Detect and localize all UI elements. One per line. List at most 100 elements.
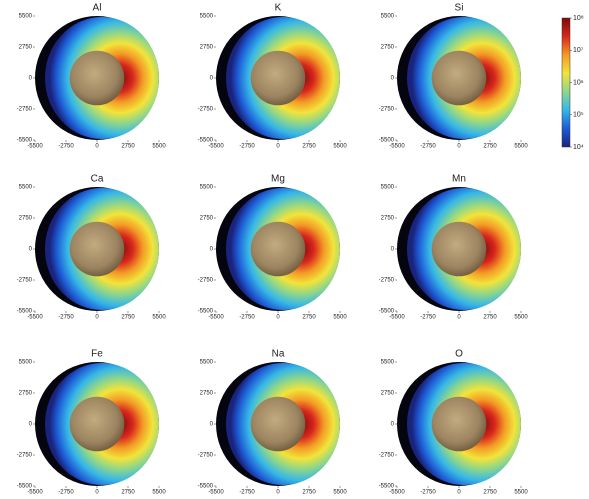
y-tick-label: 0 (391, 422, 395, 428)
x-tick-label: 5500 (514, 315, 528, 321)
x-tick-label: 2750 (302, 315, 316, 321)
y-tick-label: -2750 (17, 107, 33, 113)
x-tick-label: 5500 (152, 144, 166, 150)
x-tick-label: -5500 (27, 315, 43, 321)
x-tick-label: 0 (457, 490, 461, 496)
panel-title: K (275, 3, 282, 14)
planet-disk (432, 51, 487, 106)
y-tick-label: 0 (210, 247, 214, 253)
planet-disk (70, 397, 125, 452)
x-tick-label: 5500 (152, 315, 166, 321)
y-tick-label: -5500 (198, 309, 214, 315)
x-tick-label: 5500 (514, 144, 528, 150)
x-tick-label: -5500 (208, 144, 224, 150)
x-tick-label: 0 (95, 144, 99, 150)
y-tick-label: -5500 (379, 484, 395, 490)
planet-disk (70, 51, 125, 106)
x-tick-label: 0 (457, 315, 461, 321)
x-tick-label: 0 (276, 490, 280, 496)
y-tick-label: 2750 (381, 391, 395, 397)
y-tick-label: 5500 (200, 360, 214, 366)
y-tick-label: -2750 (379, 107, 395, 113)
colorbar-tick-label: 10⁷ (573, 47, 584, 54)
panel-title: Fe (91, 349, 103, 360)
y-tick-label: 0 (210, 422, 214, 428)
x-tick-label: -2750 (58, 315, 74, 321)
y-tick-label: 5500 (381, 185, 395, 191)
y-tick-label: -5500 (17, 138, 33, 144)
planet-disk (251, 222, 306, 277)
y-tick-label: 0 (210, 76, 214, 82)
y-tick-label: -2750 (379, 453, 395, 459)
x-tick-label: 5500 (333, 490, 347, 496)
x-tick-label: -2750 (239, 315, 255, 321)
x-tick-label: 2750 (121, 315, 135, 321)
y-tick-label: -2750 (198, 278, 214, 284)
y-tick-label: 5500 (19, 14, 33, 20)
panel-title: Ca (91, 174, 104, 185)
panel-title: Al (93, 3, 102, 14)
x-tick-label: -5500 (389, 144, 405, 150)
x-tick-label: -2750 (420, 315, 436, 321)
y-tick-label: 0 (391, 247, 395, 253)
panel-title: Na (272, 349, 285, 360)
x-tick-label: -2750 (420, 490, 436, 496)
x-tick-label: -5500 (27, 144, 43, 150)
y-tick-label: 5500 (19, 360, 33, 366)
x-tick-label: 2750 (483, 144, 497, 150)
y-tick-label: 2750 (200, 391, 214, 397)
x-tick-label: 0 (95, 315, 99, 321)
planet-disk (432, 397, 487, 452)
colorbar-tick-label: 10⁴ (573, 144, 584, 151)
colorbar (562, 18, 570, 147)
planet-disk (251, 51, 306, 106)
figure: Al -5500 -2750 0 2750 5500 -5500 -2750 0 2750 5500… (0, 0, 589, 499)
planet-disk (251, 397, 306, 452)
colorbar-tick-label: 10⁸ (573, 15, 584, 22)
y-tick-label: -2750 (17, 278, 33, 284)
y-tick-label: 5500 (19, 185, 33, 191)
x-tick-label: 5500 (333, 315, 347, 321)
y-tick-label: 5500 (200, 14, 214, 20)
x-tick-label: -5500 (208, 315, 224, 321)
y-tick-label: -2750 (17, 453, 33, 459)
y-tick-label: 5500 (381, 14, 395, 20)
x-tick-label: 2750 (121, 144, 135, 150)
x-tick-label: -5500 (389, 490, 405, 496)
x-tick-label: 2750 (302, 144, 316, 150)
x-tick-label: -5500 (208, 490, 224, 496)
x-tick-label: -5500 (27, 490, 43, 496)
y-tick-label: 2750 (381, 216, 395, 222)
x-tick-label: -2750 (58, 490, 74, 496)
x-tick-label: 0 (95, 490, 99, 496)
planet-disk (432, 222, 487, 277)
y-tick-label: -5500 (17, 484, 33, 490)
x-tick-label: 0 (276, 144, 280, 150)
y-tick-label: -5500 (198, 138, 214, 144)
y-tick-label: 2750 (19, 391, 33, 397)
x-tick-label: -2750 (58, 144, 74, 150)
y-tick-label: 2750 (200, 45, 214, 51)
y-tick-label: 5500 (381, 360, 395, 366)
y-tick-label: 0 (29, 247, 33, 253)
x-tick-label: 5500 (152, 490, 166, 496)
y-tick-label: -5500 (17, 309, 33, 315)
x-tick-label: 2750 (302, 490, 316, 496)
x-tick-label: -2750 (420, 144, 436, 150)
y-tick-label: 5500 (200, 185, 214, 191)
y-tick-label: -2750 (379, 278, 395, 284)
x-tick-label: 2750 (483, 315, 497, 321)
panel-title: O (455, 349, 463, 360)
x-tick-label: -2750 (239, 144, 255, 150)
x-tick-label: 0 (457, 144, 461, 150)
panel-title: Mn (452, 174, 466, 185)
colorbar-tick-label: 10⁶ (573, 79, 584, 86)
y-tick-label: -5500 (198, 484, 214, 490)
panel-title: Mg (271, 174, 285, 185)
x-tick-label: 5500 (333, 144, 347, 150)
y-tick-label: 0 (29, 422, 33, 428)
y-tick-label: -2750 (198, 107, 214, 113)
x-tick-label: 2750 (121, 490, 135, 496)
y-tick-label: 2750 (200, 216, 214, 222)
y-tick-label: 0 (29, 76, 33, 82)
